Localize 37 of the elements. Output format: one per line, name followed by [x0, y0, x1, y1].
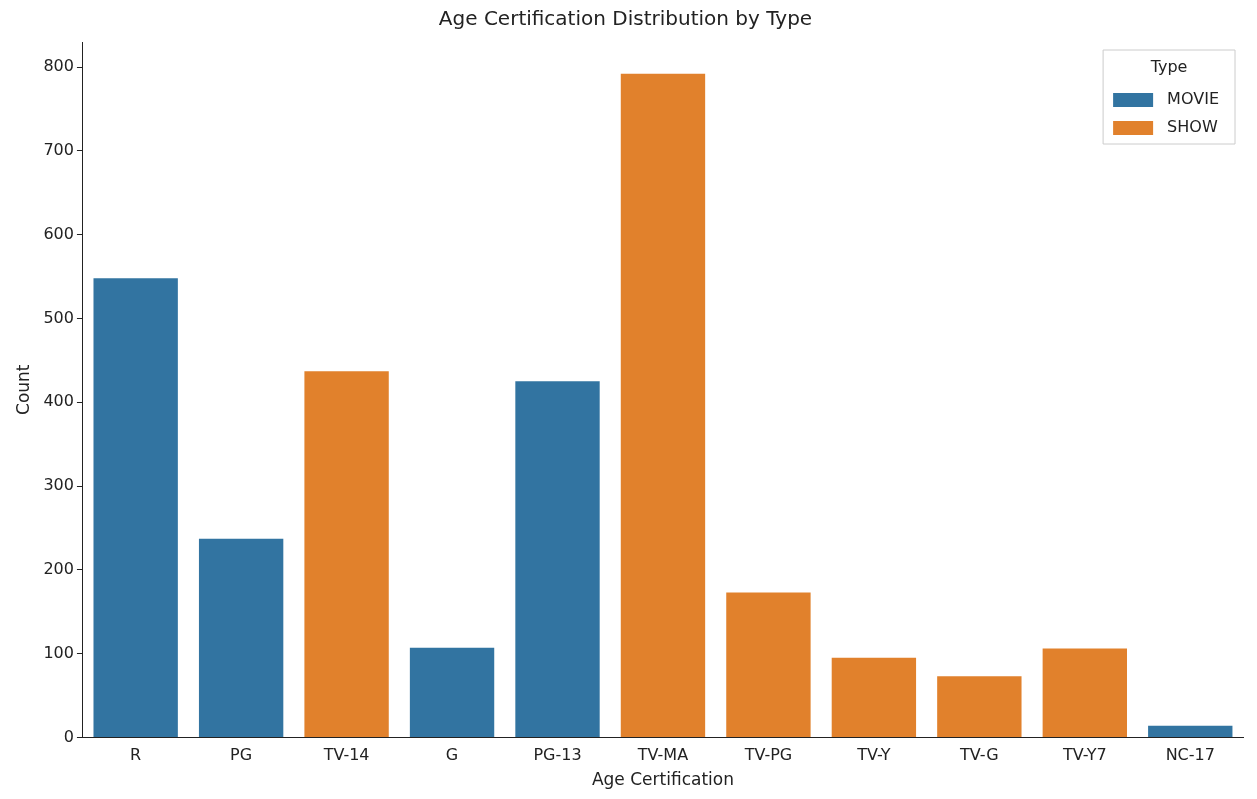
legend-title: Type: [1149, 57, 1188, 77]
legend-label: SHOW: [1167, 117, 1218, 137]
y-tick-label: 0: [63, 726, 74, 746]
bar: [937, 676, 1022, 737]
x-tick-label: NC-17: [1165, 745, 1215, 765]
x-tick-label: TV-G: [959, 745, 999, 765]
x-tick-label: TV-PG: [743, 745, 793, 765]
x-tick-label: TV-Y: [856, 745, 891, 765]
y-tick-label: 300: [43, 475, 74, 495]
bar: [304, 371, 389, 737]
bar: [93, 278, 178, 737]
x-tick-label: TV-Y7: [1062, 745, 1107, 765]
bar: [409, 647, 495, 737]
y-tick-label: 500: [43, 307, 74, 327]
bar: [726, 592, 811, 737]
x-tick-label: PG-13: [533, 745, 582, 765]
bar: [831, 657, 917, 737]
y-tick-label: 100: [43, 642, 74, 662]
y-axis-title: Count: [12, 364, 33, 415]
x-tick-label: PG: [230, 745, 253, 765]
x-tick-label: G: [445, 745, 459, 765]
x-tick-label: TV-14: [322, 745, 370, 765]
y-tick-label: 200: [43, 558, 74, 578]
bar: [198, 538, 284, 737]
x-tick-label: TV-MA: [636, 745, 689, 765]
bar: [1042, 648, 1127, 737]
y-tick-label: 800: [43, 56, 74, 76]
chart-title: Age Certification Distribution by Type: [438, 6, 813, 31]
bar: [515, 381, 600, 737]
legend-label: MOVIE: [1167, 89, 1219, 109]
y-tick-label: 600: [43, 223, 74, 243]
x-tick-label: R: [130, 745, 142, 765]
bar: [620, 73, 706, 737]
x-axis-title: Age Certification: [591, 769, 734, 790]
y-tick-label: 700: [43, 140, 74, 160]
y-tick-label: 400: [43, 391, 74, 411]
bar: [1148, 725, 1233, 737]
